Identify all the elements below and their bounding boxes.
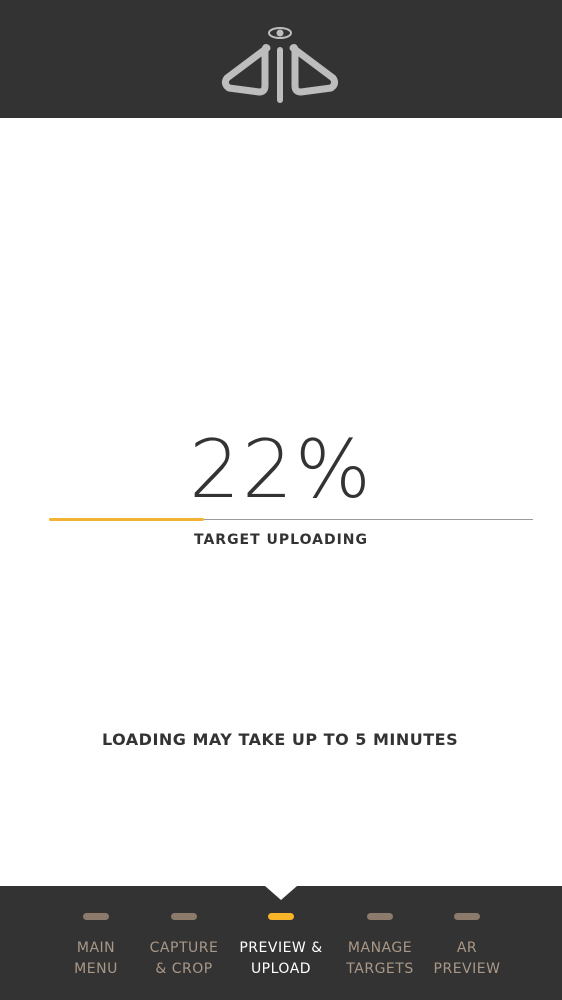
app-header	[0, 0, 562, 118]
bottom-nav: MAIN MENU CAPTURE & CROP PREVIEW & UPLOA…	[0, 886, 562, 1000]
nav-item-preview-upload[interactable]: PREVIEW & UPLOAD	[231, 886, 331, 1000]
nav-item-label: PREVIEW & UPLOAD	[239, 940, 323, 977]
nav-item-main-menu[interactable]: MAIN MENU	[52, 886, 140, 1000]
nav-item-label: CAPTURE & CROP	[149, 940, 219, 977]
nav-item-ar-preview[interactable]: AR PREVIEW	[426, 886, 508, 1000]
loading-notice: LOADING MAY TAKE UP TO 5 MINUTES	[102, 730, 459, 749]
nav-item-label: MAIN MENU	[74, 940, 118, 977]
nav-pill-icon	[171, 913, 197, 920]
nav-pill-icon	[367, 913, 393, 920]
upload-progress-bar	[49, 518, 533, 521]
nav-item-capture-crop[interactable]: CAPTURE & CROP	[140, 886, 228, 1000]
eye-arches-logo-icon	[221, 27, 339, 103]
nav-item-label: MANAGE TARGETS	[346, 940, 414, 977]
nav-item-manage-targets[interactable]: MANAGE TARGETS	[334, 886, 426, 1000]
nav-pill-icon	[454, 913, 480, 920]
nav-item-label: AR PREVIEW	[433, 940, 501, 977]
upload-progress-fill	[49, 518, 204, 521]
upload-panel: 22% TARGET UPLOADING LOADING MAY TAKE UP…	[0, 118, 562, 886]
nav-pill-icon	[83, 913, 109, 920]
upload-percent: 22%	[189, 423, 373, 516]
active-tab-indicator	[265, 886, 297, 900]
upload-status-label: TARGET UPLOADING	[193, 532, 368, 548]
nav-pill-icon	[268, 913, 294, 920]
